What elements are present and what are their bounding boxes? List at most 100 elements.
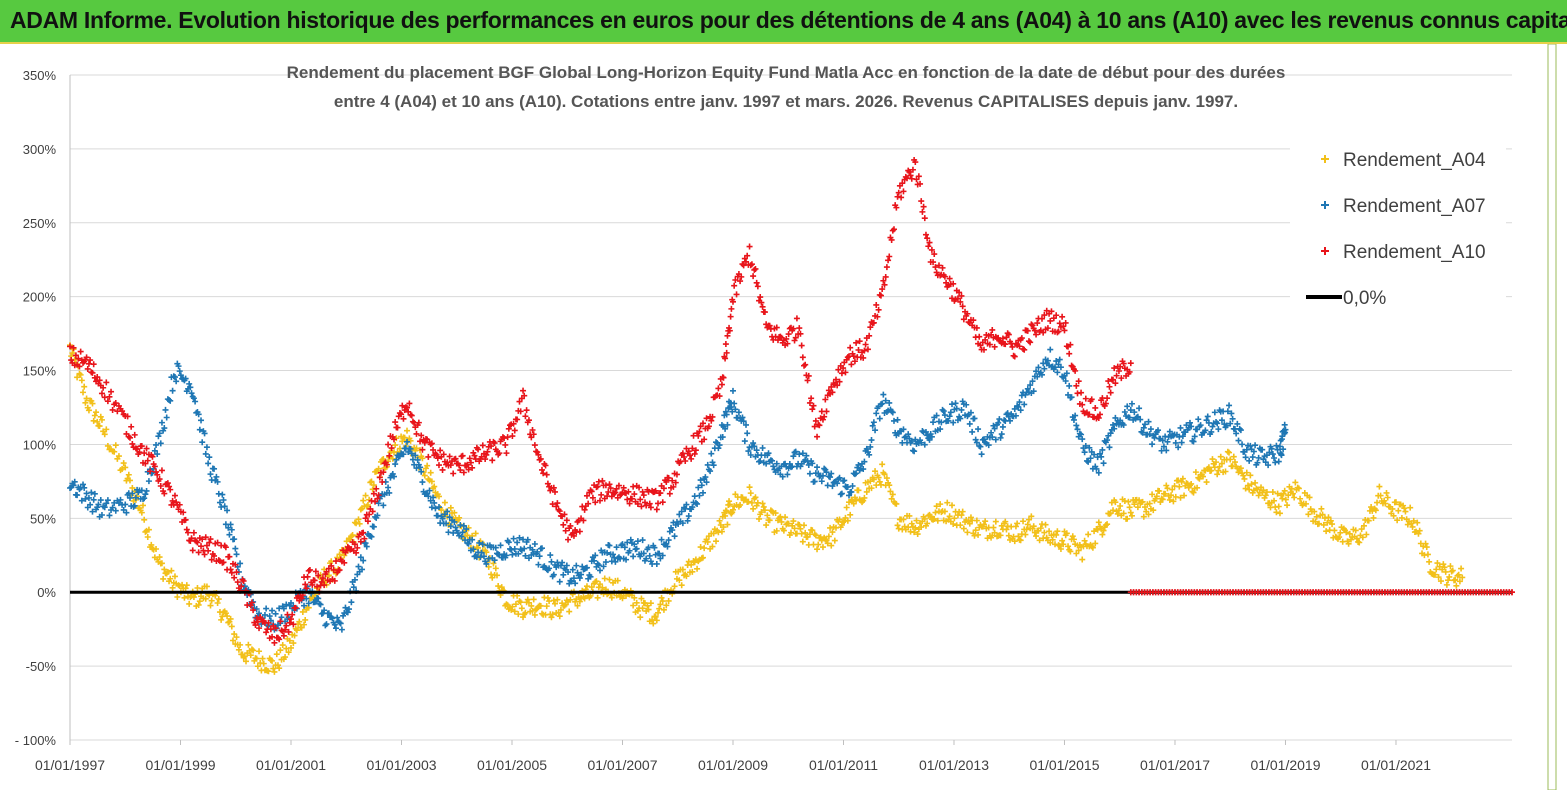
data-point: [160, 575, 167, 582]
data-point: [567, 596, 574, 603]
data-point: [515, 611, 522, 618]
data-point: [1094, 526, 1101, 533]
data-point: [126, 494, 133, 501]
data-point: [1455, 571, 1462, 578]
data-point: [602, 559, 609, 566]
data-point: [969, 428, 976, 435]
data-point: [659, 598, 666, 605]
data-point: [1106, 383, 1113, 390]
x-tick-label: 01/01/2013: [919, 757, 989, 773]
data-point: [1082, 442, 1089, 449]
data-point: [699, 489, 706, 496]
data-point: [644, 602, 651, 609]
data-point: [659, 499, 666, 506]
data-point: [1164, 438, 1171, 445]
data-point: [162, 406, 169, 413]
data-point: [697, 477, 704, 484]
data-point: [792, 448, 799, 455]
data-point: [435, 493, 442, 500]
data-point: [864, 346, 871, 353]
data-point: [488, 443, 495, 450]
data-point: [232, 545, 239, 552]
data-point: [334, 614, 341, 621]
data-point: [1088, 396, 1095, 403]
data-point: [880, 277, 887, 284]
data-point: [710, 462, 717, 469]
data-point: [317, 601, 324, 608]
data-point: [653, 560, 660, 567]
data-point: [390, 473, 397, 480]
data-point: [1053, 312, 1060, 319]
data-point: [458, 533, 465, 540]
data-point: [207, 471, 214, 478]
data-point: [593, 578, 600, 585]
data-point: [783, 335, 790, 342]
data-point: [829, 483, 836, 490]
data-point: [819, 472, 826, 479]
data-point: [314, 583, 321, 590]
data-point: [895, 525, 902, 532]
data-point: [1254, 459, 1261, 466]
data-point: [949, 502, 956, 509]
data-point: [733, 291, 740, 298]
data-point: [924, 520, 931, 527]
data-point: [302, 616, 309, 623]
data-point: [880, 391, 887, 398]
data-point: [514, 539, 521, 546]
data-point: [1016, 399, 1023, 406]
data-point: [1446, 573, 1453, 580]
data-point: [163, 414, 170, 421]
data-point: [915, 173, 922, 180]
data-point: [950, 419, 957, 426]
data-point: [199, 536, 206, 543]
data-point: [510, 420, 517, 427]
data-point: [548, 558, 555, 565]
data-point: [805, 372, 812, 379]
data-point: [273, 651, 280, 658]
data-point: [521, 392, 528, 399]
data-point: [581, 506, 588, 513]
data-point: [883, 264, 890, 271]
data-point: [208, 597, 215, 604]
data-point: [1140, 424, 1147, 431]
data-point: [894, 416, 901, 423]
data-point: [1178, 478, 1185, 485]
data-point: [811, 531, 818, 538]
data-point: [1414, 519, 1421, 526]
data-point: [823, 408, 830, 415]
data-point: [710, 530, 717, 537]
data-point: [944, 499, 951, 506]
data-point: [619, 595, 626, 602]
data-point: [568, 578, 575, 585]
data-point: [853, 339, 860, 346]
data-point: [1120, 510, 1127, 517]
data-point: [1134, 504, 1141, 511]
data-point: [886, 399, 893, 406]
data-point: [869, 422, 876, 429]
data-point: [544, 480, 551, 487]
data-point: [188, 390, 195, 397]
data-point: [684, 517, 691, 524]
data-point: [1095, 469, 1102, 476]
data-point: [1202, 427, 1209, 434]
data-point: [681, 454, 688, 461]
data-point: [374, 512, 381, 519]
data-point: [970, 317, 977, 324]
data-point: [1278, 452, 1285, 459]
data-point: [213, 473, 220, 480]
data-point: [901, 434, 908, 441]
data-point: [851, 494, 858, 501]
data-point: [992, 518, 999, 525]
data-point: [645, 606, 652, 613]
data-point: [1306, 494, 1313, 501]
data-point: [946, 275, 953, 282]
data-point: [1126, 414, 1133, 421]
legend-label: Rendement_A04: [1343, 150, 1486, 171]
data-point: [1192, 469, 1199, 476]
data-point: [848, 488, 855, 495]
data-point: [583, 564, 590, 571]
data-point: [705, 423, 712, 430]
data-point: [876, 478, 883, 485]
data-point: [1137, 416, 1144, 423]
data-point: [607, 485, 614, 492]
